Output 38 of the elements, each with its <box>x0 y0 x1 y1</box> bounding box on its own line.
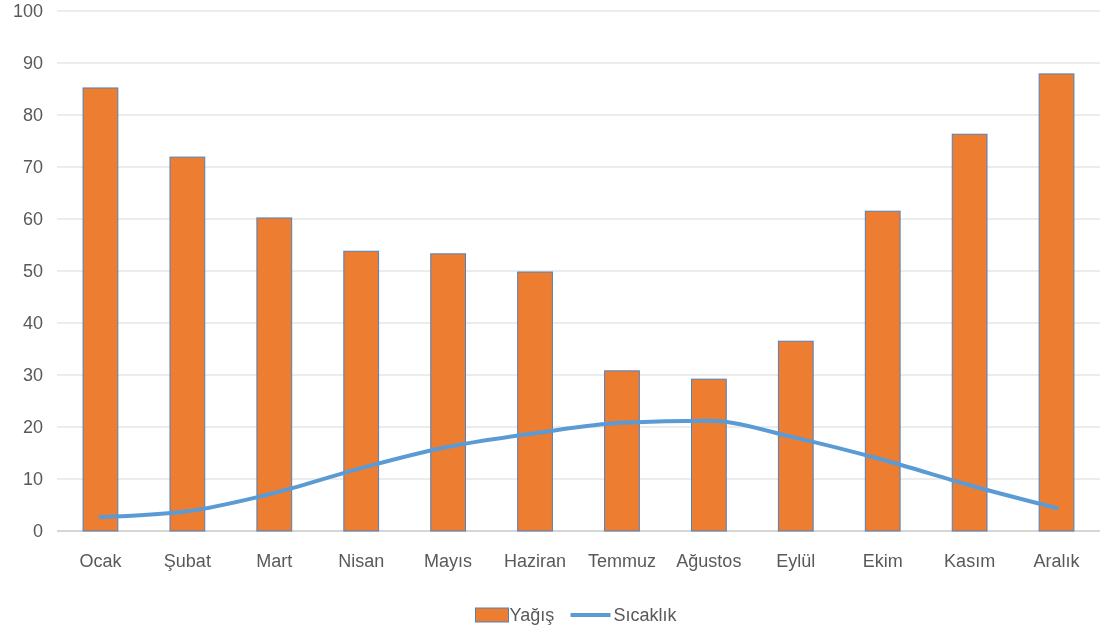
bar <box>1038 73 1075 532</box>
x-tick-label: Ağustos <box>676 551 742 572</box>
y-tick-label: 20 <box>22 417 43 438</box>
x-tick-label: Mayıs <box>424 551 473 572</box>
bar <box>430 253 467 532</box>
x-tick-label: Nisan <box>338 551 385 572</box>
x-tick-label: Temmuz <box>587 551 656 572</box>
bar <box>517 271 553 532</box>
x-tick-label: Mart <box>256 551 293 572</box>
x-tick-label: Ocak <box>79 551 123 572</box>
bar <box>169 156 206 532</box>
x-tick-label: Kasım <box>944 551 996 572</box>
y-tick-label: 0 <box>32 521 43 542</box>
y-tick-label: 10 <box>22 469 43 490</box>
bar <box>690 378 727 532</box>
x-tick-label: Şubat <box>163 551 211 572</box>
y-tick-label: 90 <box>22 53 43 74</box>
y-tick-label: 60 <box>22 209 43 230</box>
y-tick-label: 30 <box>22 365 43 386</box>
bar <box>604 370 640 532</box>
y-tick-label: 80 <box>22 105 43 126</box>
bar <box>951 133 988 532</box>
x-tick-label: Haziran <box>504 551 567 572</box>
line-series <box>98 418 1059 519</box>
bar <box>864 210 901 532</box>
x-tick-label: Ekim <box>862 551 903 572</box>
bar <box>343 250 380 532</box>
x-tick-label: Eylül <box>776 551 816 572</box>
bar <box>777 340 814 532</box>
bar <box>82 87 119 532</box>
bar <box>256 217 293 532</box>
y-tick-label: 100 <box>12 1 43 22</box>
legend-label: Sıcaklık <box>613 605 678 626</box>
y-tick-label: 40 <box>22 313 43 334</box>
y-tick-label: 50 <box>22 261 43 282</box>
y-tick-label: 70 <box>22 157 43 178</box>
legend-label: Yağış <box>509 605 555 626</box>
x-tick-label: Aralık <box>1033 551 1081 572</box>
